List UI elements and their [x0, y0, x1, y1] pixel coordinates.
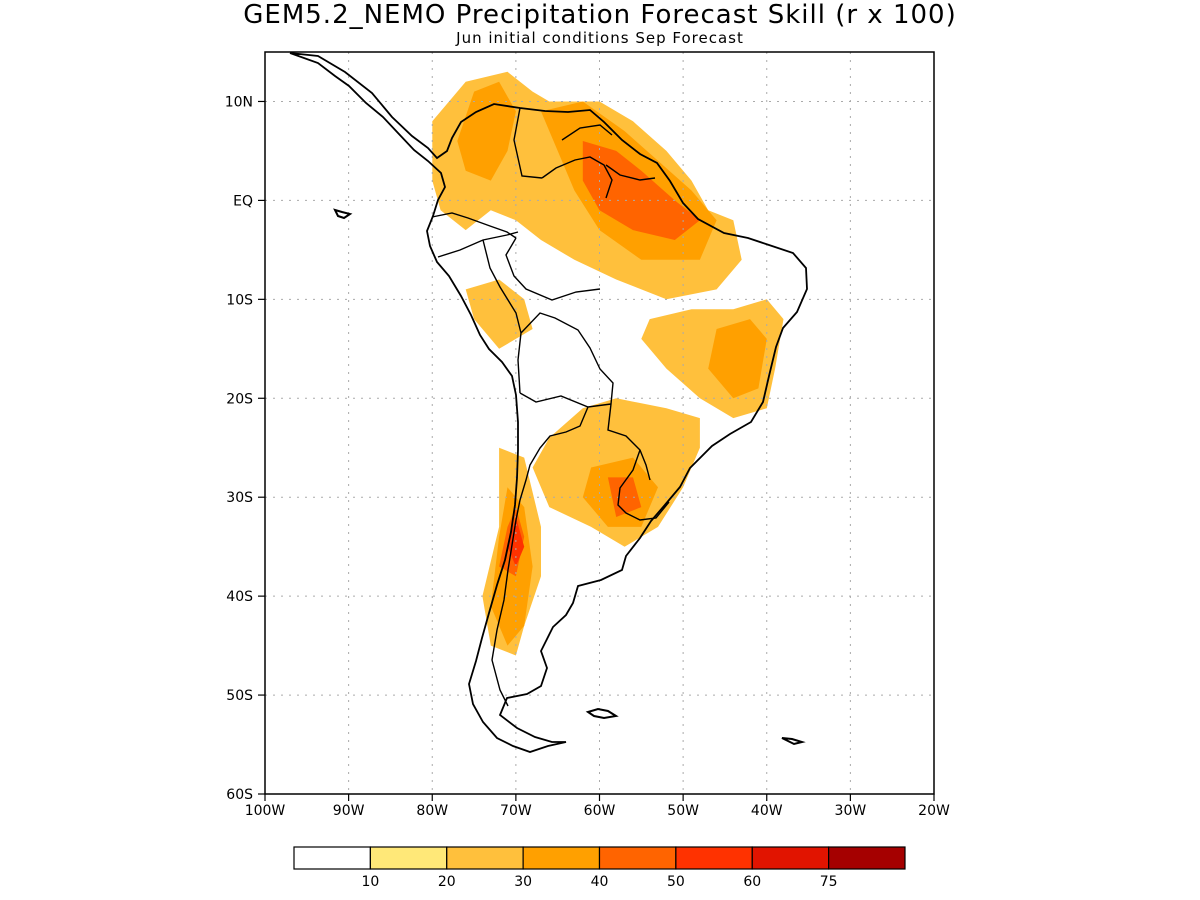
colorbar-label-2: 30	[514, 874, 532, 890]
colorbar-label-1: 20	[438, 874, 456, 890]
colorbar: 10 20 30 40 50 60 75	[293, 846, 906, 890]
south-america-coastline	[289, 52, 808, 753]
lon-tick-label-0: 100W	[245, 803, 286, 819]
colorbar-label-6: 75	[820, 874, 838, 890]
lon-tick-label-6: 40W	[751, 803, 783, 819]
map-title: GEM5.2_NEMO Precipitation Forecast Skill…	[243, 0, 957, 30]
lat-tick-label-4: 30S	[226, 490, 253, 506]
lon-tick-label-4: 60W	[584, 803, 616, 819]
map-subtitle: Jun initial conditions Sep Forecast	[456, 29, 744, 47]
galapagos-islands	[333, 208, 353, 220]
lat-tick-label-2: 10S	[226, 292, 253, 308]
colorbar-box-2	[446, 846, 524, 870]
lat-tick-label-6: 50S	[226, 688, 253, 704]
south-georgia-island	[781, 737, 806, 746]
colorbar-box-3	[522, 846, 601, 870]
colorbar-box-6	[751, 846, 830, 870]
coastlines-and-borders	[289, 52, 808, 753]
lat-tick-label-0: 10N	[225, 94, 253, 110]
lon-tick-label-2: 80W	[416, 803, 448, 819]
skill-shading-layer	[432, 71, 784, 656]
skill-region-5	[457, 81, 516, 181]
lat-tick-label-3: 20S	[226, 391, 253, 407]
country-borders	[431, 107, 670, 707]
colorbar-box-7	[828, 846, 906, 870]
skill-region-1	[465, 279, 533, 349]
lat-tick-label-7: 60S	[226, 787, 253, 803]
skill-region-10	[582, 141, 700, 240]
colorbar-box-5	[675, 846, 753, 870]
lon-tick-label-3: 70W	[500, 803, 532, 819]
lon-tick-label-7: 30W	[835, 803, 867, 819]
lat-tick-label-1: EQ	[233, 193, 253, 209]
colorbar-box-0	[293, 846, 371, 870]
colorbar-label-4: 50	[667, 874, 685, 890]
skill-region-11	[607, 477, 642, 517]
falkland-islands	[585, 707, 619, 720]
skill-region-7	[708, 319, 767, 399]
colorbar-label-3: 40	[591, 874, 609, 890]
colorbar-box-1	[369, 846, 448, 870]
lon-tick-label-5: 50W	[667, 803, 699, 819]
colorbar-label-0: 10	[361, 874, 379, 890]
lon-tick-label-8: 20W	[918, 803, 950, 819]
lon-tick-label-1: 90W	[333, 803, 365, 819]
lat-tick-label-5: 40S	[226, 589, 253, 605]
colorbar-label-5: 60	[743, 874, 761, 890]
colorbar-box-4	[598, 846, 677, 870]
